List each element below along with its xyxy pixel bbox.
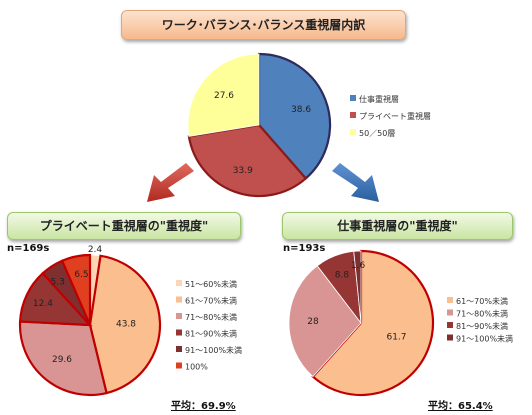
pie1-value-label-3: 12.4	[33, 299, 53, 309]
pie2-value-label-2: 8.8	[335, 271, 350, 281]
pie1-slice-2	[18, 320, 108, 397]
pie1-legend-label-1: 61～70%未満	[185, 296, 237, 306]
pie1-value-label-1: 43.8	[116, 319, 136, 329]
pie0-legend-swatch-1	[350, 112, 356, 118]
pie2-legend-swatch-2	[447, 322, 453, 328]
pie1-legend-swatch-1	[176, 296, 182, 303]
pie0-slice-2	[187, 53, 260, 137]
pie2-slice-0	[311, 249, 435, 397]
right-chart-title: 仕事重視層の"重視度"	[282, 212, 513, 240]
pie2-legend-label-1: 71～80%未満	[456, 309, 508, 319]
pie2-legend-swatch-1	[447, 309, 453, 316]
pie1-legend-swatch-5	[176, 362, 182, 369]
arrow-right-icon	[332, 163, 379, 202]
pie0-value-label-0: 38.6	[291, 105, 311, 115]
left-chart-title: プライベート重視層の"重視度"	[7, 212, 241, 240]
pie1-value-label-2: 29.6	[52, 355, 72, 365]
pie0-slice-0	[257, 52, 332, 180]
pie1-value-label-0: 2.4	[88, 245, 103, 255]
pie0-legend-label-0: 仕事重視層	[359, 94, 399, 104]
pie1-legend-label-2: 71～80%未満	[185, 312, 237, 322]
pie1-value-label-4: 5.3	[51, 277, 65, 287]
pie0-legend-label-2: 50／50層	[359, 129, 395, 138]
main-chart-title: ワーク･バランス･バランス重視層内訳	[121, 10, 406, 40]
right-sample-size: n=193s	[283, 243, 326, 254]
pie1-value-label-5: 6.5	[74, 270, 88, 280]
left-sample-size: n=169s	[7, 243, 50, 254]
pie2-value-label-1: 28	[307, 317, 319, 327]
pie0-legend-label-1: プライベート重視層	[359, 111, 431, 121]
pie2-value-label-0: 61.7	[386, 333, 406, 343]
pie1-legend-swatch-2	[176, 313, 182, 319]
pie2-legend-label-2: 81～90%未満	[456, 321, 508, 331]
pie1-legend-label-3: 81～90%未満	[185, 329, 237, 339]
pie2-slice-1	[288, 265, 362, 378]
left-average: 平均：69.9%	[171, 401, 236, 412]
pie2-legend-swatch-0	[447, 297, 453, 303]
pie2-slice-3	[353, 250, 362, 324]
pie0-value-label-1: 33.9	[233, 166, 253, 176]
pie2-legend-swatch-3	[447, 334, 453, 341]
pie1-slice-5	[60, 253, 92, 326]
pie1-legend-label-5: 100%	[185, 363, 208, 372]
pie1-legend-swatch-0	[176, 280, 182, 286]
pie0-legend-swatch-2	[350, 129, 356, 135]
pie1-legend-swatch-3	[176, 329, 182, 336]
pie0-slice-1	[187, 123, 308, 198]
right-average: 平均：65.4%	[428, 401, 493, 412]
pie1-slice-1	[88, 254, 162, 395]
pie1-legend-swatch-4	[176, 346, 182, 352]
pie0-legend-swatch-0	[350, 95, 356, 101]
pie0-value-label-2: 27.6	[214, 91, 234, 101]
pie1-legend-label-4: 91～100%未満	[185, 345, 242, 355]
pie2-value-label-3: 1.6	[351, 261, 366, 271]
pie2-legend-label-3: 91～100%未満	[456, 334, 513, 344]
arrow-left-icon	[147, 163, 194, 202]
pie2-legend-label-0: 61～70%未満	[456, 296, 508, 306]
pie1-legend-label-0: 51～60%未満	[185, 279, 237, 289]
